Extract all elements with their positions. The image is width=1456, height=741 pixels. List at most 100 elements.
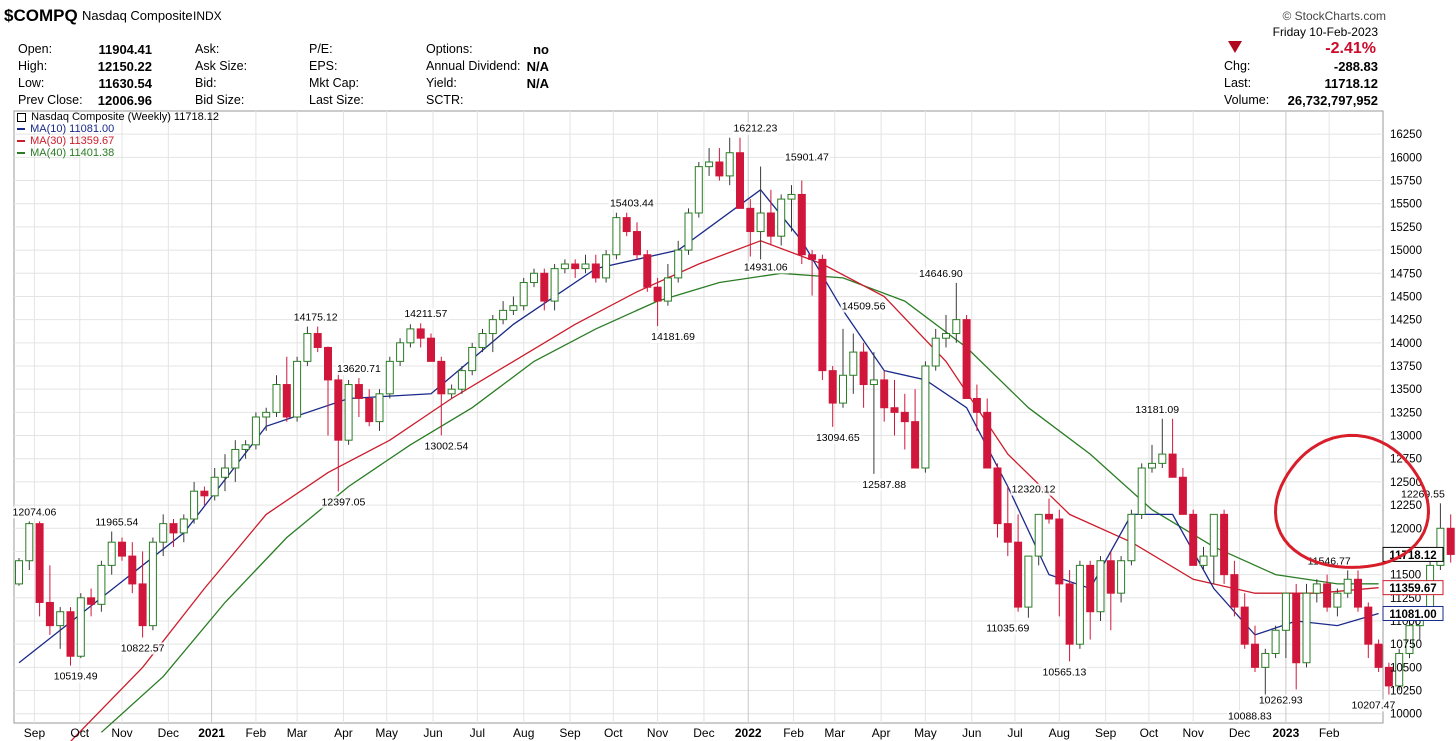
ma30-line <box>70 240 1379 741</box>
x-tick-label: Feb <box>783 726 804 740</box>
candle-body <box>344 384 353 441</box>
candle-body <box>406 328 415 344</box>
x-tick-label: Oct <box>70 726 89 740</box>
candle-body <box>56 611 65 627</box>
low-value: 11630.54 <box>98 76 152 91</box>
y-tick-label: 12000 <box>1390 523 1422 535</box>
x-tick-label: Mar <box>287 726 308 740</box>
candle-body <box>25 523 34 562</box>
y-tick-label: 10500 <box>1390 662 1422 674</box>
y-tick-label: 13250 <box>1390 407 1422 419</box>
candle-body <box>550 268 559 302</box>
candle-body <box>1178 476 1187 515</box>
candle-body <box>1323 583 1332 608</box>
x-tick-label: Nov <box>111 726 132 740</box>
last-label: Last: <box>1224 76 1252 90</box>
candle-body <box>1436 527 1445 566</box>
y-tick-label: 15250 <box>1390 222 1422 234</box>
candle-body <box>262 411 271 418</box>
x-tick-label: Mar <box>824 726 845 740</box>
brand-logo[interactable]: © StockCharts.com <box>1282 9 1386 23</box>
candle-body <box>1405 625 1414 654</box>
price-annotation: 16212.23 <box>734 123 778 135</box>
price-annotation-bg <box>1226 710 1273 723</box>
x-tick-label: May <box>914 726 937 740</box>
candle-body <box>1261 652 1270 668</box>
last-value: 11718.12 <box>1324 76 1378 91</box>
legend-ma30: MA(30) 11359.67 <box>17 135 219 147</box>
candle-body <box>1384 666 1393 687</box>
y-tick-label: 14500 <box>1390 291 1422 303</box>
candle-body <box>911 421 920 469</box>
candle-body <box>76 597 85 657</box>
price-annotation-bg <box>119 642 166 655</box>
y-tick-label: 10250 <box>1390 686 1422 698</box>
candle-body <box>457 370 466 390</box>
y-tick-label: 10000 <box>1390 709 1422 721</box>
eps-label: EPS: <box>309 59 338 73</box>
price-annotation-bg <box>11 506 58 519</box>
legend-ma40-swatch <box>17 152 25 155</box>
candle-body <box>633 231 641 256</box>
candle-body <box>1055 518 1064 585</box>
candle-body <box>828 370 837 404</box>
price-annotation: 14181.69 <box>651 331 695 343</box>
y-tick-label: 10750 <box>1390 639 1422 651</box>
candle-body <box>1333 592 1342 608</box>
x-tick-label: Jul <box>1007 726 1022 740</box>
pe-label: P/E: <box>309 42 333 56</box>
percent-change: -2.41% <box>1325 40 1376 57</box>
y-tick-label: 16250 <box>1390 129 1422 141</box>
x-tick-label: 2021 <box>198 726 225 740</box>
candle-body <box>530 272 538 284</box>
candle-body <box>622 217 631 233</box>
candle-body <box>1209 513 1218 557</box>
candle-body <box>354 384 363 399</box>
volume-value: 26,732,797,952 <box>1287 93 1378 108</box>
price-annotation-bg <box>732 122 779 135</box>
candle-body <box>983 411 992 469</box>
open-value: 11904.41 <box>98 42 152 57</box>
price-annotation-bg <box>292 311 339 324</box>
legend-ma40-label: MA(40) 11401.38 <box>30 147 115 159</box>
x-tick-label: Aug <box>513 726 534 740</box>
candle-body <box>1343 578 1352 594</box>
candle-body <box>1137 467 1146 515</box>
candle-body <box>560 263 569 270</box>
quote-header: $COMPQ Nasdaq Composite INDX © StockChar… <box>0 0 1456 112</box>
y-axis: 1000010250105001075011000112501150011750… <box>1390 129 1422 721</box>
candle-body <box>684 212 693 251</box>
price-annotation: 15403.44 <box>610 198 654 210</box>
candle-body <box>880 379 889 409</box>
candle-body <box>385 360 394 395</box>
candle-body <box>303 333 312 362</box>
price-tags: 11718.12 11359.67 11081.00 <box>1382 546 1444 621</box>
candle-body <box>540 272 549 302</box>
price-annotation-bg <box>985 622 1031 635</box>
price-annotation: 10822.57 <box>121 642 165 654</box>
candle-body <box>777 198 786 237</box>
candle-body <box>1014 541 1023 608</box>
price-annotation-bg <box>1134 403 1181 416</box>
candle-body <box>365 397 374 423</box>
candle-body <box>231 448 240 469</box>
candle-body <box>766 212 775 237</box>
y-tick-label: 11500 <box>1390 570 1421 582</box>
x-tick-label: Nov <box>647 726 668 740</box>
y-tick-label: 11250 <box>1390 593 1421 605</box>
high-value: 12150.22 <box>97 59 152 74</box>
candle-body <box>1374 643 1383 668</box>
x-tick-label: Aug <box>1049 726 1070 740</box>
x-tick-label: Apr <box>334 726 353 740</box>
candle-body <box>674 249 683 279</box>
candle-body <box>1148 462 1156 469</box>
candle-body <box>190 490 199 520</box>
candle-body <box>1045 513 1053 520</box>
candle-body <box>900 411 909 423</box>
chg-value: -288.83 <box>1333 59 1378 74</box>
candle-body <box>808 254 817 260</box>
yield-value: N/A <box>526 76 549 91</box>
candle-body <box>1024 555 1033 608</box>
candle-body <box>1189 513 1198 566</box>
